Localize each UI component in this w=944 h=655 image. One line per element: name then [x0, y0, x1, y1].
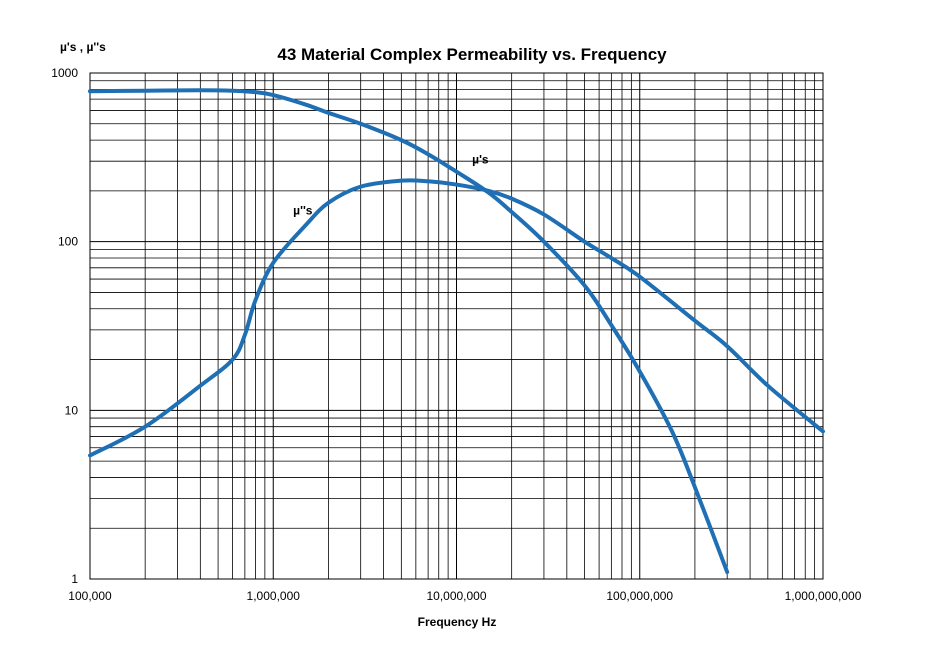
x-tick-label: 100,000 — [68, 589, 112, 603]
chart-title: 43 Material Complex Permeability vs. Fre… — [277, 45, 667, 64]
plot-frame — [89, 72, 824, 580]
y-axis-label: µ's , µ''s — [60, 40, 106, 54]
x-tick-label: 10,000,000 — [426, 589, 486, 603]
y-tick-label: 1 — [71, 572, 78, 586]
x-tick-label: 1,000,000,000 — [785, 589, 862, 603]
x-tick-label: 1,000,000 — [247, 589, 301, 603]
y-tick-label: 1000 — [51, 66, 78, 80]
series-label-mu-double-prime: µ''s — [293, 203, 313, 217]
x-axis-label: Frequency Hz — [418, 615, 497, 629]
x-tick-label: 100,000,000 — [606, 589, 673, 603]
grid-layer — [89, 73, 823, 580]
series-line-mu-double-prime — [88, 178, 825, 458]
y-tick-label: 10 — [65, 403, 79, 417]
series-layer — [88, 88, 825, 575]
y-tick-label: 100 — [58, 235, 78, 249]
series-label-mu-prime: µ's — [472, 153, 489, 167]
tick-labels: 100,000 1,000,000 10,000,000 100,000,000 1,0… — [51, 66, 861, 603]
series-labels: µ's µ''s — [293, 153, 489, 218]
series-line-mu-prime — [88, 88, 730, 575]
